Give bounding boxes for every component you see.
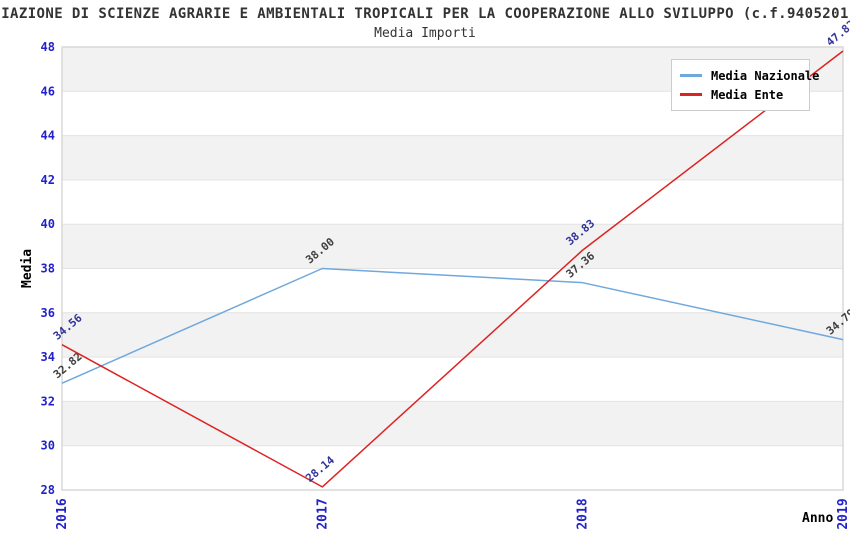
y-tick-label: 44 <box>41 129 55 143</box>
series-line-media-nazionale <box>61 267 844 384</box>
series-line-media-ente <box>61 50 844 488</box>
y-tick-label: 30 <box>41 439 55 453</box>
chart-subtitle: Media Importi <box>374 26 476 41</box>
plot-band <box>62 135 843 180</box>
y-tick-label: 48 <box>41 40 55 54</box>
plot-band <box>62 401 843 446</box>
legend-label-ente: Media Ente <box>711 87 784 102</box>
chart-legend: Media Nazionale Media Ente <box>671 59 819 111</box>
legend-swatch-ente-icon <box>680 93 702 96</box>
plot-band <box>62 224 843 269</box>
y-tick-label: 34 <box>41 350 55 364</box>
x-tick-label: 2018 <box>576 498 591 529</box>
x-tick-label: 2017 <box>315 498 330 529</box>
y-axis-title: Media <box>20 248 35 288</box>
chart-subtitle-row: Media Importi <box>0 26 850 41</box>
y-tick-label: 36 <box>41 306 55 320</box>
x-tick-label: 2019 <box>836 498 850 529</box>
plot-border <box>61 46 844 491</box>
y-tick-label: 40 <box>41 217 55 231</box>
y-tick-label: 32 <box>41 394 55 408</box>
x-axis-title: Anno <box>802 511 834 526</box>
y-tick-label: 28 <box>41 483 55 497</box>
legend-label-nazionale: Media Nazionale <box>711 68 820 83</box>
x-tick-label: 2016 <box>55 498 70 529</box>
legend-item-media-ente: Media Ente <box>680 85 801 104</box>
data-point-label: 47.82 <box>824 18 850 49</box>
y-tick-label: 46 <box>41 84 55 98</box>
chart-title: IAZIONE DI SCIENZE AGRARIE E AMBIENTALI … <box>1 6 849 22</box>
chart-title-row: IAZIONE DI SCIENZE AGRARIE E AMBIENTALI … <box>0 6 850 22</box>
data-point-label: 28.14 <box>303 453 337 484</box>
legend-item-media-nazionale: Media Nazionale <box>680 66 819 85</box>
legend-swatch-nazionale-icon <box>680 74 702 77</box>
plot-band <box>62 312 843 358</box>
y-tick-label: 38 <box>41 262 55 276</box>
y-tick-label: 42 <box>41 173 55 187</box>
